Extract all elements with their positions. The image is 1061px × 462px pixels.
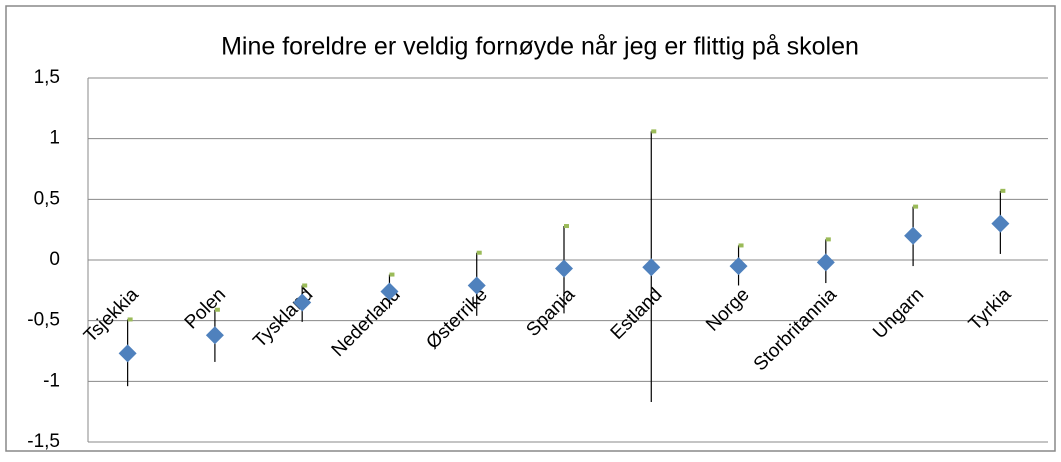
- mean-marker: [555, 259, 573, 278]
- y-tick-label: 1: [49, 128, 60, 149]
- mean-marker: [205, 326, 224, 345]
- high-marker: [913, 204, 919, 209]
- mean-marker: [904, 226, 923, 245]
- chart-title: Mine foreldre er veldig fornøyde når jeg…: [221, 33, 859, 61]
- high-marker: [389, 272, 395, 277]
- mean-marker: [991, 214, 1010, 233]
- y-tick-label: -1,5: [27, 431, 60, 452]
- high-marker: [825, 237, 831, 242]
- high-marker: [738, 243, 744, 248]
- high-marker: [476, 250, 482, 255]
- high-marker: [651, 129, 657, 134]
- high-marker: [1000, 188, 1006, 193]
- mean-marker: [118, 344, 137, 363]
- y-tick-label: -1: [43, 370, 60, 391]
- mean-marker: [642, 258, 661, 277]
- y-tick-label: 0,5: [34, 188, 60, 209]
- high-marker: [214, 307, 220, 312]
- high-marker: [564, 224, 569, 229]
- y-tick-label: 1,5: [34, 67, 60, 88]
- high-marker: [127, 317, 133, 322]
- y-tick-label: -0,5: [27, 310, 60, 331]
- chart-border: [5, 5, 1056, 452]
- mean-marker: [467, 276, 486, 295]
- mean-marker: [816, 253, 835, 272]
- high-marker: [302, 283, 308, 288]
- mean-marker: [293, 293, 312, 312]
- mean-marker: [729, 257, 748, 276]
- y-tick-label: 0: [49, 249, 60, 270]
- mean-marker: [380, 282, 399, 301]
